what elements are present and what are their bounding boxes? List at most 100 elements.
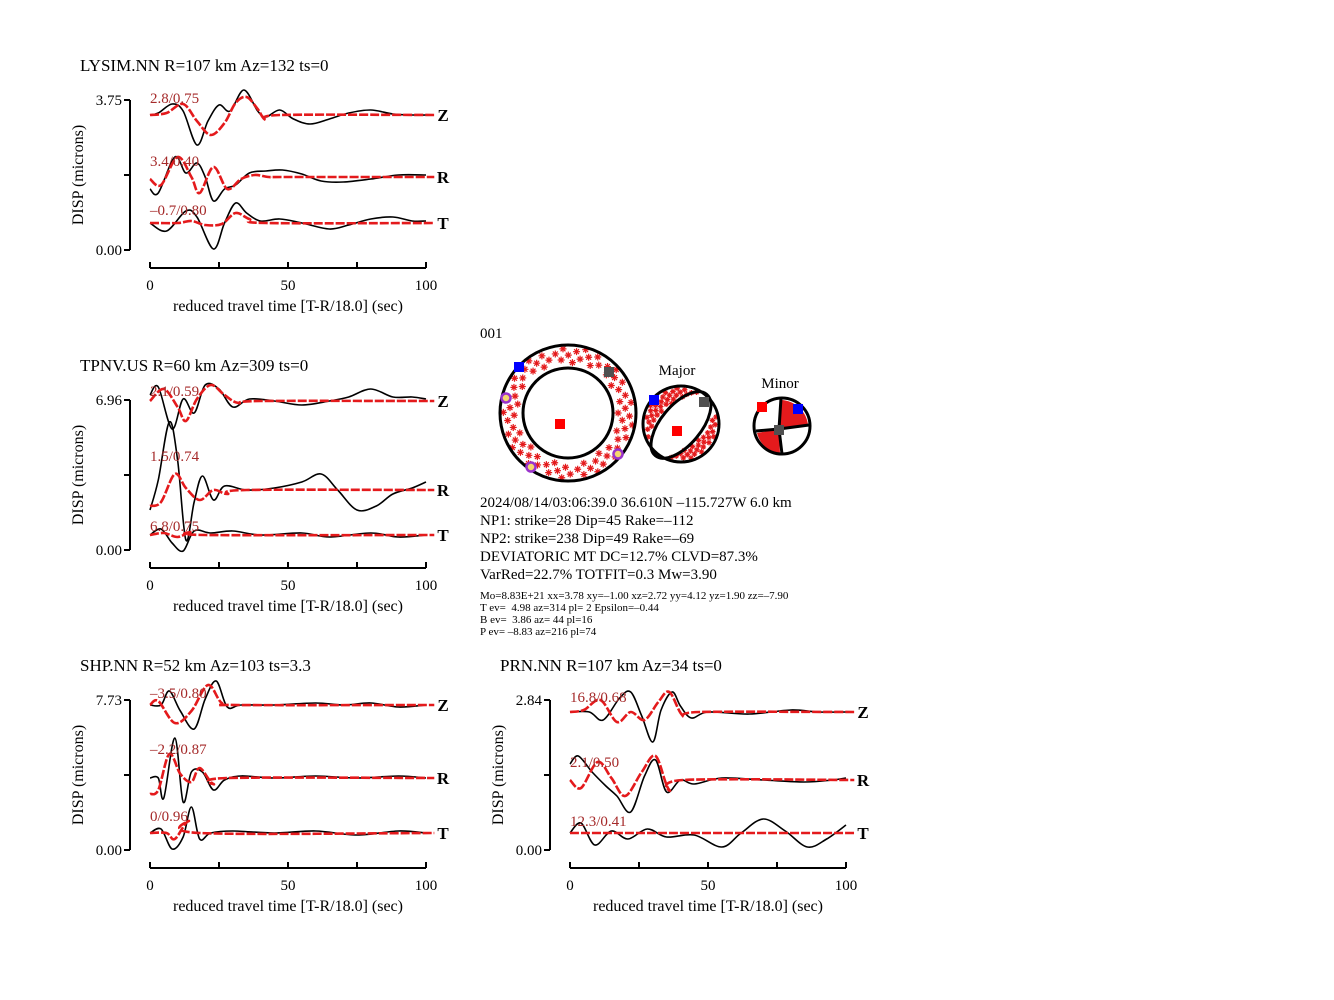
b-axis-marker [604, 367, 614, 377]
compression-star [613, 427, 621, 435]
station-title: SHP.NN R=52 km Az=103 ts=3.3 [80, 656, 311, 675]
component-label: T [437, 214, 449, 233]
compression-star [644, 414, 650, 421]
minor-compression-quadrant [757, 429, 780, 454]
x-tick-label: 50 [281, 578, 296, 594]
x-tick-label: 0 [146, 878, 154, 894]
compression-star [658, 398, 664, 405]
compression-star [668, 400, 675, 407]
major-nodal-ellipse [649, 390, 713, 460]
shift-correlation-label: –0.7/0.80 [149, 203, 207, 219]
x-tick-label: 100 [415, 878, 438, 894]
compression-star [713, 414, 719, 420]
compression-star [551, 459, 559, 467]
x-tick-label: 50 [281, 278, 296, 294]
compression-star [627, 398, 635, 406]
synthetic-trace [149, 819, 435, 841]
x-tick-label: 0 [146, 578, 154, 594]
t-axis-marker [793, 404, 803, 414]
shift-correlation-label: 16.8/0.68 [570, 690, 627, 706]
compression-star [674, 385, 680, 392]
compression-star [504, 417, 512, 425]
observed-trace [149, 806, 427, 850]
fit-summary: VarRed=22.7% TOTFIT=0.3 Mw=3.90 [480, 567, 717, 583]
compression-star [625, 412, 633, 420]
compression-star [558, 474, 566, 482]
p-axis-marker [672, 426, 682, 436]
compression-star [559, 345, 567, 353]
observed-trace [149, 202, 427, 250]
compression-star [511, 374, 519, 382]
compression-star [647, 402, 654, 409]
compression-star [666, 392, 673, 399]
compression-star [652, 407, 659, 414]
shift-correlation-label: 2.1/0.59 [150, 384, 199, 400]
compression-star [618, 378, 626, 386]
compression-star [654, 412, 660, 418]
compression-star [691, 451, 698, 457]
compression-star [519, 440, 527, 448]
compression-star [648, 423, 655, 429]
compression-star [615, 386, 623, 394]
shift-correlation-label: 0/0.96 [150, 809, 188, 825]
t-axis-marker [514, 362, 524, 372]
synthetic-trace [149, 211, 435, 227]
compression-star [595, 449, 603, 457]
compression-star [712, 421, 719, 428]
compression-star [527, 443, 535, 451]
compression-star [561, 463, 569, 471]
p-axis-eigen: P ev= –8.83 az=216 pl=74 [480, 626, 597, 638]
compression-star [701, 439, 707, 445]
p-axis-marker [555, 419, 565, 429]
compression-star [540, 363, 548, 371]
compression-star [585, 353, 593, 361]
nodal-plane-2: NP2: strike=238 Dip=49 Rake=–69 [480, 531, 695, 547]
b-axis-marker [774, 425, 784, 435]
y-axis-label: DISP (microns) [70, 725, 87, 825]
compression-star [538, 352, 546, 360]
compression-star [586, 362, 594, 370]
component-label: R [437, 769, 450, 788]
compression-star [622, 434, 630, 442]
compression-star [542, 461, 550, 469]
compression-star [574, 465, 582, 473]
compression-star [709, 428, 716, 435]
compression-star [707, 424, 714, 430]
station-title: PRN.NN R=107 km Az=34 ts=0 [500, 656, 722, 675]
component-label: R [857, 771, 870, 790]
compression-star [613, 444, 621, 452]
x-tick-label: 0 [566, 878, 574, 894]
compression-star [519, 374, 527, 382]
beachball-major [641, 384, 721, 464]
compression-star [533, 453, 541, 461]
observed-trace [149, 680, 427, 730]
component-label: R [437, 168, 450, 187]
compression-star [628, 421, 636, 429]
x-axis-label: reduced travel time [T-R/18.0] (sec) [173, 898, 403, 915]
compression-star [506, 404, 514, 412]
compression-star [586, 464, 594, 472]
focal-mechanism: 001 Major Minor [480, 326, 812, 483]
component-label: T [437, 526, 449, 545]
x-tick-label: 50 [281, 878, 296, 894]
compression-star [529, 367, 537, 375]
compression-star [664, 396, 671, 403]
compression-star [644, 426, 651, 433]
compression-star [710, 433, 717, 440]
x-tick-label: 0 [146, 278, 154, 294]
t-axis-eigen: T ev= 4.98 az=314 pl= 2 Epsilon=–0.44 [480, 602, 659, 614]
compression-star [511, 436, 519, 444]
synthetic-trace [149, 155, 435, 195]
minor-label: Minor [761, 376, 799, 392]
shift-correlation-label: –2.2/0.87 [149, 742, 207, 758]
compression-star [514, 400, 522, 408]
y-axis-label: DISP (microns) [70, 125, 87, 225]
compression-star [594, 353, 602, 361]
station-title: TPNV.US R=60 km Az=309 ts=0 [80, 356, 308, 375]
station-panel: PRN.NN R=107 km Az=34 ts=0 2.84 0.00 DISP (… [490, 656, 870, 915]
compression-star [677, 389, 683, 395]
x-axis-label: reduced travel time [T-R/18.0] (sec) [173, 298, 403, 315]
station-marker [525, 461, 537, 473]
observed-trace [149, 528, 427, 553]
